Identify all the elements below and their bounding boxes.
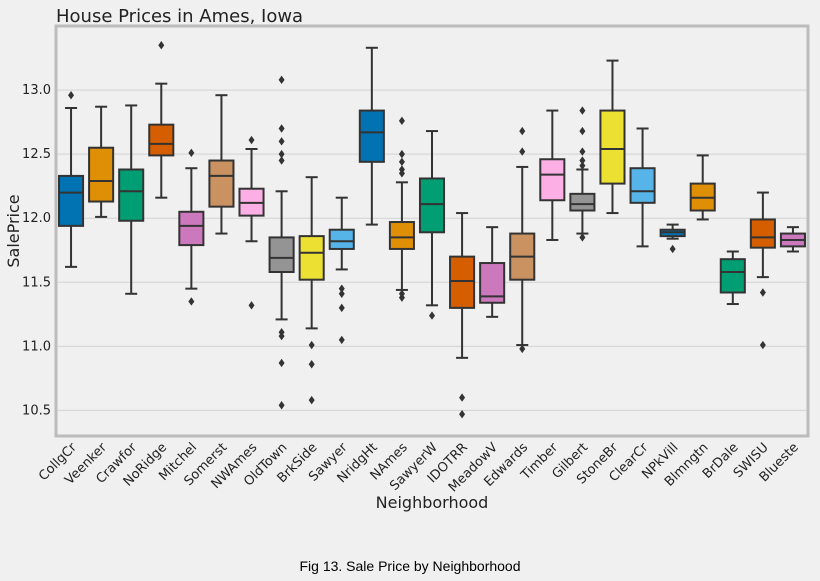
box-SawyerW — [418, 177, 446, 234]
outlier-point — [308, 340, 315, 350]
box-Timber — [539, 158, 566, 202]
outlier-point — [579, 126, 586, 136]
box-NridgHt — [358, 109, 385, 163]
box-StoneBr — [599, 109, 626, 185]
box-OldTown — [268, 236, 295, 273]
box-SWISU — [749, 218, 776, 249]
outlier-point — [398, 165, 405, 174]
outlier-point — [669, 244, 676, 254]
outlier-point — [158, 41, 165, 50]
outlier-point — [429, 311, 435, 320]
box-Somerst — [208, 159, 235, 208]
y-axis-label: SalePrice — [4, 194, 23, 267]
y-tick-label: 12.5 — [22, 147, 51, 162]
outlier-point — [278, 401, 285, 410]
outlier-point — [338, 289, 345, 298]
outlier-point — [519, 126, 526, 136]
outlier-point — [398, 149, 405, 159]
x-axis-label: Neighborhood — [376, 493, 489, 512]
outlier-point — [579, 233, 586, 242]
outlier-point — [188, 148, 195, 158]
outlier-point — [579, 156, 586, 165]
outlier-point — [519, 344, 526, 354]
outlier-point — [308, 395, 315, 405]
outlier-point — [459, 393, 466, 402]
outlier-point — [278, 137, 285, 146]
box-NoRidge — [148, 123, 175, 157]
outlier-point — [338, 303, 345, 313]
box-BrDale — [719, 258, 746, 294]
outlier-point — [248, 301, 255, 310]
outlier-point — [278, 358, 285, 368]
outlier-point — [68, 90, 75, 100]
outlier-point — [278, 156, 285, 165]
box-Sawyer — [328, 228, 355, 250]
y-tick-label: 13.0 — [22, 83, 51, 98]
outlier-point — [278, 124, 285, 133]
outlier-point — [278, 149, 285, 159]
outlier-point — [579, 161, 586, 170]
box-BrkSide — [298, 235, 325, 281]
outlier-point — [278, 75, 285, 85]
y-tick-label: 10.5 — [22, 403, 51, 418]
outlier-point — [579, 147, 586, 156]
box-NAmes — [388, 221, 415, 250]
y-tick-label: 12.0 — [22, 211, 51, 226]
outlier-point — [338, 284, 345, 293]
box-CollgCr — [58, 174, 85, 227]
outlier-point — [759, 340, 766, 350]
box-ClearCr — [629, 167, 656, 204]
plot-frame — [54, 24, 810, 438]
box-Crawfor — [118, 168, 145, 222]
outlier-point — [398, 157, 405, 167]
box-Mitchel — [178, 210, 205, 247]
figure-caption: Fig 13. Sale Price by Neighborhood — [299, 558, 521, 574]
box-IDOTRR — [449, 255, 476, 309]
outlier-point — [248, 135, 255, 145]
outlier-point — [759, 288, 766, 297]
box-Gilbert — [569, 192, 596, 212]
outlier-point — [188, 297, 195, 306]
outlier-point — [459, 410, 466, 419]
y-tick-label: 11.0 — [22, 339, 51, 354]
chart-title: House Prices in Ames, Iowa — [56, 6, 303, 27]
outlier-point — [398, 116, 405, 126]
outlier-point — [519, 147, 526, 156]
outlier-point — [398, 289, 405, 298]
box-Veenker — [88, 146, 115, 203]
y-tick-label: 11.5 — [22, 275, 51, 290]
outlier-point — [579, 106, 586, 115]
outlier-point — [278, 328, 285, 337]
outlier-point — [308, 360, 315, 369]
outlier-point — [338, 335, 345, 345]
